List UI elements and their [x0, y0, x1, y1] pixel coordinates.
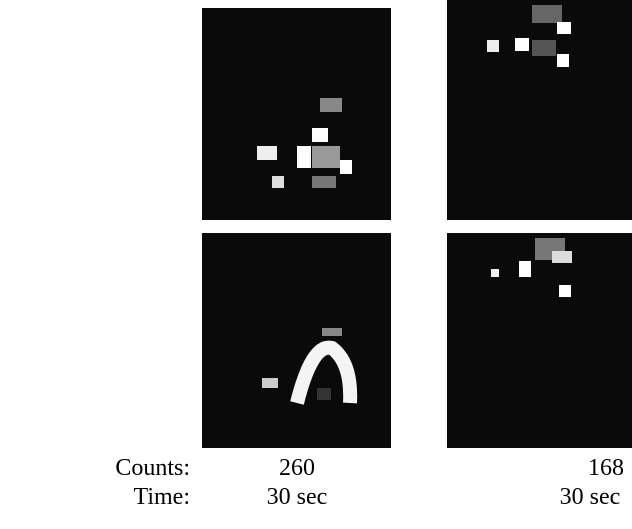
row-label: Counts:: [115, 454, 190, 482]
counts-value: 168: [588, 454, 624, 482]
image-panel: [447, 0, 632, 220]
image-panel: [447, 233, 632, 448]
page: Counts: Time: 260 30 sec 168 30 sec (() …: [0, 0, 632, 529]
time-value: 30 sec: [560, 483, 621, 511]
image-panel: [202, 8, 391, 220]
image-panel: [202, 233, 391, 448]
time-value: 30 sec: [267, 483, 328, 511]
row-label: Time:: [134, 483, 190, 511]
counts-value: 260: [279, 454, 315, 482]
